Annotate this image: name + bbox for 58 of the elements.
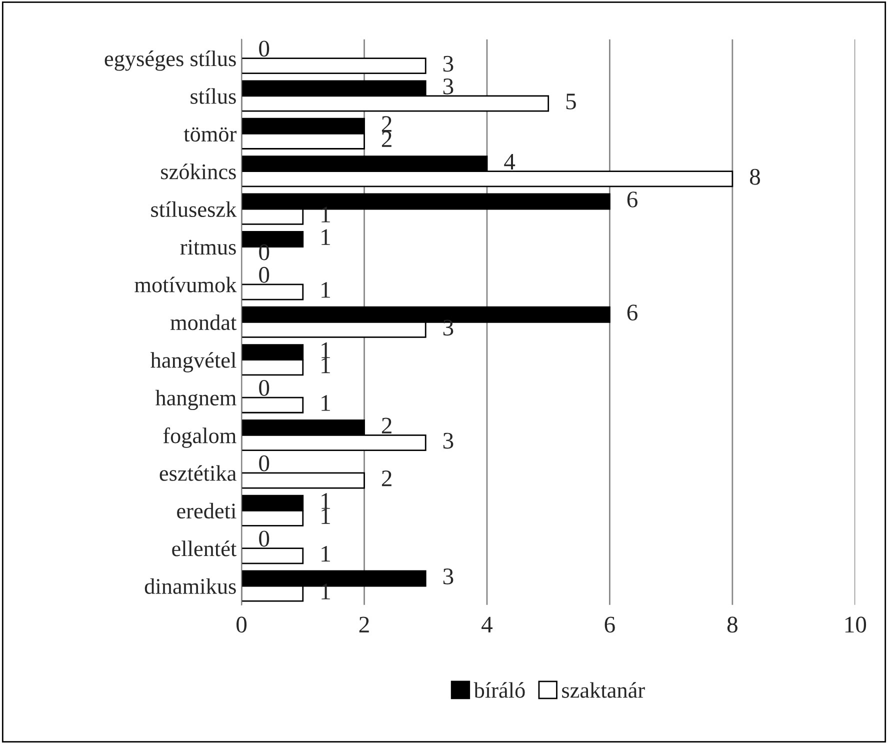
data-label: 1 bbox=[322, 584, 330, 600]
data-label: 1 bbox=[322, 546, 330, 562]
x-tick-label: 4 bbox=[482, 616, 493, 632]
data-label: 1 bbox=[322, 493, 330, 509]
data-label: 1 bbox=[322, 229, 330, 245]
data-label: 1 bbox=[322, 357, 330, 374]
data-label: 6 bbox=[627, 192, 638, 208]
legend-label: bíráló bbox=[474, 682, 525, 698]
y-tick-label: esztétika bbox=[160, 465, 236, 481]
data-label: 3 bbox=[443, 320, 454, 336]
data-label: 1 bbox=[322, 395, 330, 411]
data-label: 2 bbox=[382, 131, 392, 147]
legend-label: szaktanár bbox=[562, 682, 645, 698]
x-tick-label: 10 bbox=[845, 616, 866, 633]
data-label: 0 bbox=[259, 40, 270, 57]
y-tick-label: tömör bbox=[184, 127, 236, 142]
y-tick-label: motívumok bbox=[134, 276, 237, 292]
data-label: 0 bbox=[259, 530, 270, 547]
data-label: 5 bbox=[566, 94, 576, 110]
data-label: 0 bbox=[259, 244, 270, 260]
data-label: 1 bbox=[322, 508, 330, 524]
x-tick-label: 2 bbox=[359, 616, 369, 632]
y-tick-label: mondat bbox=[170, 314, 237, 330]
bar bbox=[242, 548, 304, 564]
data-label: 0 bbox=[259, 266, 270, 283]
bar bbox=[242, 58, 426, 74]
y-tick-label: ellentét bbox=[172, 540, 237, 556]
data-label: 4 bbox=[504, 154, 516, 170]
data-label: 2 bbox=[382, 470, 392, 486]
y-tick-label: eredeti bbox=[177, 502, 236, 519]
data-label: 1 bbox=[322, 206, 330, 222]
bar bbox=[242, 472, 365, 489]
y-tick-label: hangnem bbox=[155, 390, 236, 410]
data-label: 6 bbox=[627, 304, 638, 321]
data-label: 8 bbox=[750, 168, 760, 185]
data-label: 0 bbox=[259, 455, 270, 472]
data-label: 1 bbox=[322, 282, 330, 298]
y-tick-label: dinamikus bbox=[144, 578, 236, 594]
x-tick-label: 0 bbox=[236, 616, 247, 633]
x-tick-label: 8 bbox=[727, 616, 738, 633]
x-tick-label: 6 bbox=[604, 616, 615, 633]
y-tick-label: fogalom bbox=[163, 427, 236, 448]
bar bbox=[242, 284, 304, 300]
y-tick-label: egységes stílus bbox=[104, 50, 236, 71]
y-tick-label: hangvétel bbox=[150, 352, 236, 372]
y-tick-label: ritmus bbox=[180, 240, 236, 255]
data-label: 3 bbox=[443, 568, 454, 584]
data-label: 0 bbox=[259, 380, 270, 396]
y-tick-label: szókincs bbox=[161, 164, 236, 180]
data-label: 3 bbox=[443, 78, 454, 94]
data-label: 1 bbox=[322, 342, 330, 358]
data-label: 2 bbox=[382, 116, 392, 132]
y-tick-label: stílus bbox=[190, 88, 236, 104]
y-tick-label: stíluseszk bbox=[151, 201, 237, 217]
data-label: 3 bbox=[443, 432, 454, 449]
bar bbox=[242, 396, 304, 414]
data-label: 3 bbox=[443, 56, 454, 72]
data-label: 2 bbox=[382, 418, 392, 434]
